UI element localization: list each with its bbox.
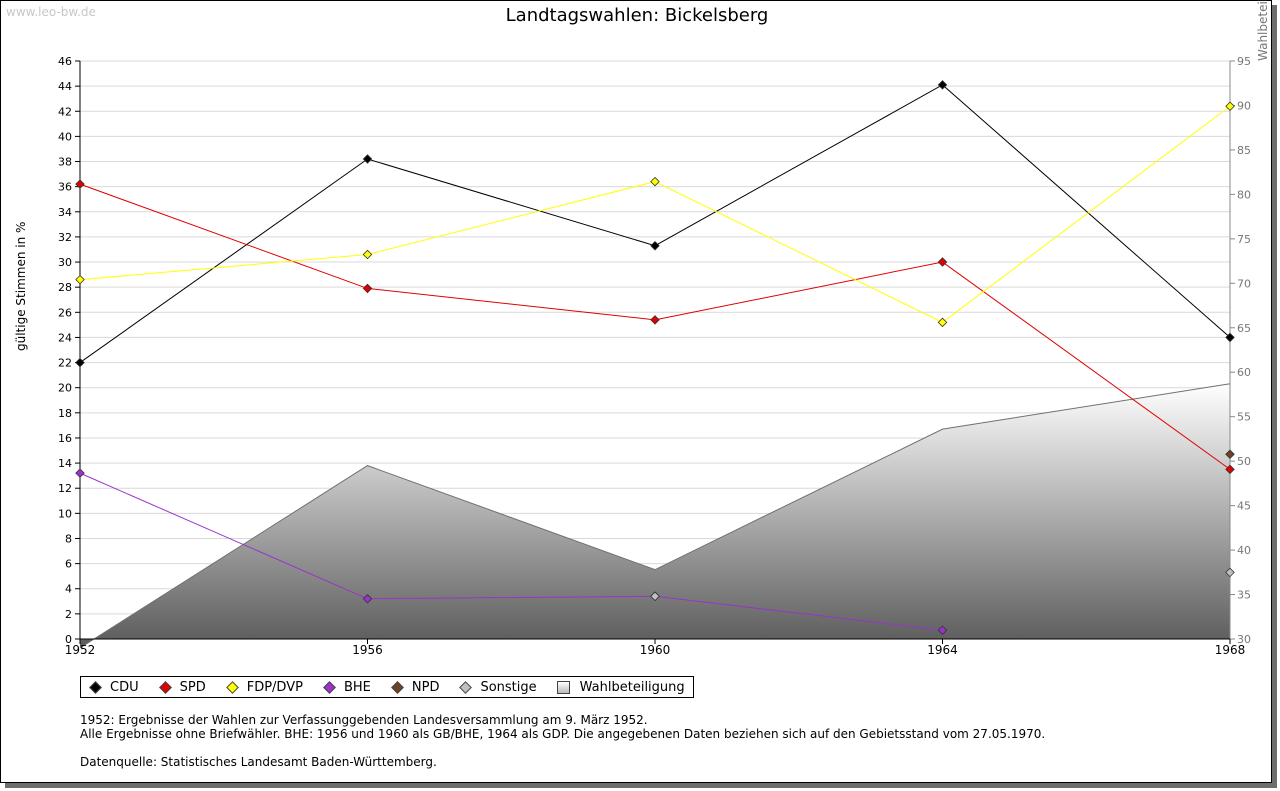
y-tick-label: 20 — [58, 382, 72, 395]
footnote-line: Alle Ergebnisse ohne Briefwähler. BHE: 1… — [80, 727, 1046, 741]
data-point-fdp-dvp — [937, 317, 948, 328]
data-point-bhe — [362, 594, 373, 604]
data-point-fdp-dvp — [1225, 101, 1235, 112]
y2-tick-label: 65 — [1237, 322, 1251, 335]
data-point-cdu — [1225, 332, 1235, 343]
y2-tick-label: 95 — [1237, 55, 1251, 68]
x-tick-label: 1968 — [1215, 643, 1246, 657]
y2-tick-label: 80 — [1237, 188, 1251, 201]
x-tick-label: 1964 — [927, 643, 958, 657]
data-point-fdp-dvp — [75, 274, 85, 285]
series-line-bhe — [79, 472, 943, 631]
y-tick-label: 0 — [65, 633, 72, 646]
footnote-line — [80, 741, 1045, 755]
turnout-line — [79, 383, 1231, 649]
y-tick-label: 24 — [58, 331, 72, 344]
y-tick-label: 10 — [58, 507, 72, 520]
data-point-npd — [1225, 449, 1235, 460]
y-tick-label: 34 — [58, 206, 72, 219]
legend: CDU SPD FDP/DVP BHE NPD Sonstige Wahlbet… — [80, 676, 694, 698]
y2-tick-label: 55 — [1237, 411, 1251, 424]
legend-marker-cdu — [89, 680, 102, 694]
y-tick-label: 22 — [58, 357, 72, 370]
y-tick-label: 28 — [58, 281, 72, 294]
legend-label-spd: SPD — [179, 679, 206, 695]
y-tick-label: 30 — [58, 256, 72, 269]
y-tick-label: 6 — [65, 558, 72, 571]
chart-title: Landtagswahlen: Bickelsberg — [505, 5, 769, 26]
y2-tick-label: 90 — [1237, 99, 1251, 112]
data-point-spd — [650, 315, 660, 325]
y-tick-label: 8 — [65, 532, 72, 545]
y-tick-label: 16 — [58, 432, 72, 445]
data-point-spd — [937, 257, 948, 267]
x-tick-label: 1960 — [640, 643, 671, 657]
y-tick-label: 12 — [58, 482, 72, 495]
series-line-fdp-dvp — [79, 105, 1231, 323]
footnotes: 1952: Ergebnisse der Wahlen zur Verfassu… — [80, 713, 1045, 769]
data-point-spd — [1225, 464, 1235, 475]
data-point-cdu — [75, 357, 85, 368]
data-point-bhe — [75, 468, 85, 478]
data-point-fdp-dvp — [650, 176, 660, 187]
legend-item-wahlbeteiligung: Wahlbeteiligung — [556, 679, 685, 695]
y2-tick-label: 50 — [1237, 455, 1251, 468]
legend-marker-fdp — [225, 680, 239, 694]
turnout-area — [80, 383, 1230, 648]
watermark: www.leo-bw.de — [6, 5, 96, 19]
y2-tick-label: 60 — [1237, 366, 1251, 379]
legend-label-sonstige: Sonstige — [480, 679, 537, 695]
y2-tick-label: 85 — [1237, 144, 1251, 157]
y-tick-label: 32 — [58, 231, 72, 244]
data-point-spd — [362, 283, 373, 294]
y2-tick-label: 30 — [1237, 633, 1251, 646]
data-point-spd — [75, 179, 85, 189]
data-point-cdu — [650, 240, 660, 251]
y-tick-label: 40 — [58, 130, 72, 143]
legend-label-bhe: BHE — [343, 679, 371, 695]
legend-item-cdu: CDU — [89, 680, 139, 695]
legend-label-cdu: CDU — [110, 679, 139, 695]
footnote-line: 1952: Ergebnisse der Wahlen zur Verfassu… — [80, 713, 648, 727]
data-point-bhe — [937, 625, 948, 635]
legend-item-npd: NPD — [391, 679, 440, 695]
y2-tick-label: 35 — [1237, 589, 1251, 602]
y-tick-label: 38 — [58, 156, 72, 169]
legend-marker-spd — [158, 680, 172, 694]
legend-label-fdp: FDP/DVP — [246, 679, 303, 695]
y-tick-label: 4 — [65, 583, 72, 596]
footnote-line: Datenquelle: Statistisches Landesamt Bad… — [80, 755, 437, 769]
data-point-fdp-dvp — [362, 249, 373, 260]
legend-marker-wahlbeteiligung — [556, 680, 570, 694]
y-tick-label: 26 — [58, 306, 72, 319]
data-point-cdu — [362, 154, 373, 164]
x-tick-label: 1952 — [65, 643, 96, 657]
y-tick-label: 18 — [58, 407, 72, 420]
y-tick-label: 2 — [65, 608, 72, 621]
legend-marker-sonstige — [459, 680, 473, 694]
legend-label-npd: NPD — [411, 679, 440, 695]
data-point-sonstige — [1225, 567, 1235, 578]
y2-tick-label: 40 — [1237, 544, 1251, 557]
y2-tick-label: 75 — [1237, 233, 1251, 246]
y-tick-label: 46 — [58, 55, 72, 68]
legend-item-fdp: FDP/DVP — [225, 679, 303, 695]
y-tick-label: 42 — [58, 105, 72, 118]
y2-tick-label: 70 — [1237, 277, 1251, 290]
legend-marker-npd — [391, 680, 404, 694]
legend-label-wahlbeteiligung: Wahlbeteiligung — [579, 679, 685, 695]
y-tick-label: 14 — [58, 457, 72, 470]
data-point-sonstige — [650, 591, 660, 602]
legend-marker-bhe — [323, 680, 336, 694]
y-tick-label: 36 — [58, 181, 72, 194]
x-tick-label: 1956 — [352, 643, 383, 657]
legend-item-sonstige: Sonstige — [459, 679, 537, 695]
legend-item-spd: SPD — [158, 679, 206, 695]
legend-item-bhe: BHE — [323, 680, 371, 695]
y-tick-label: 44 — [58, 80, 72, 93]
data-point-cdu — [937, 80, 948, 90]
y2-tick-label: 45 — [1237, 500, 1251, 513]
